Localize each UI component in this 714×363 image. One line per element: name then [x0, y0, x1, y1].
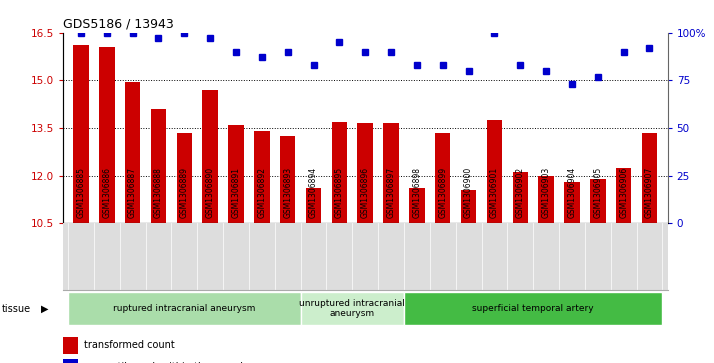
Bar	[590, 179, 605, 223]
Bar	[202, 90, 218, 223]
Bar	[228, 125, 243, 223]
Text: ▶: ▶	[41, 303, 49, 314]
Text: unruptured intracranial
aneurysm: unruptured intracranial aneurysm	[299, 299, 406, 318]
Bar	[63, 359, 78, 363]
Text: percentile rank within the sample: percentile rank within the sample	[84, 362, 249, 363]
Bar	[435, 133, 451, 223]
Bar	[306, 188, 321, 223]
Bar	[487, 120, 502, 223]
Bar	[63, 337, 78, 354]
Bar	[68, 292, 301, 325]
Bar	[301, 292, 404, 325]
Bar	[176, 133, 192, 223]
Bar	[409, 188, 425, 223]
Bar	[99, 47, 114, 223]
Bar	[616, 168, 631, 223]
Bar	[564, 182, 580, 223]
Bar	[461, 190, 476, 223]
Text: tissue: tissue	[2, 303, 31, 314]
Bar	[331, 122, 347, 223]
Bar	[513, 172, 528, 223]
Bar	[125, 82, 141, 223]
Text: transformed count: transformed count	[84, 340, 175, 350]
Bar	[383, 123, 399, 223]
Bar	[538, 176, 554, 223]
Bar	[358, 123, 373, 223]
Text: ruptured intracranial aneurysm: ruptured intracranial aneurysm	[113, 304, 256, 313]
Bar	[642, 133, 658, 223]
Text: superficial temporal artery: superficial temporal artery	[473, 304, 594, 313]
Text: GDS5186 / 13943: GDS5186 / 13943	[63, 17, 174, 30]
Bar	[73, 45, 89, 223]
Bar	[254, 131, 270, 223]
Bar	[151, 109, 166, 223]
Bar	[404, 292, 663, 325]
Bar	[280, 136, 296, 223]
